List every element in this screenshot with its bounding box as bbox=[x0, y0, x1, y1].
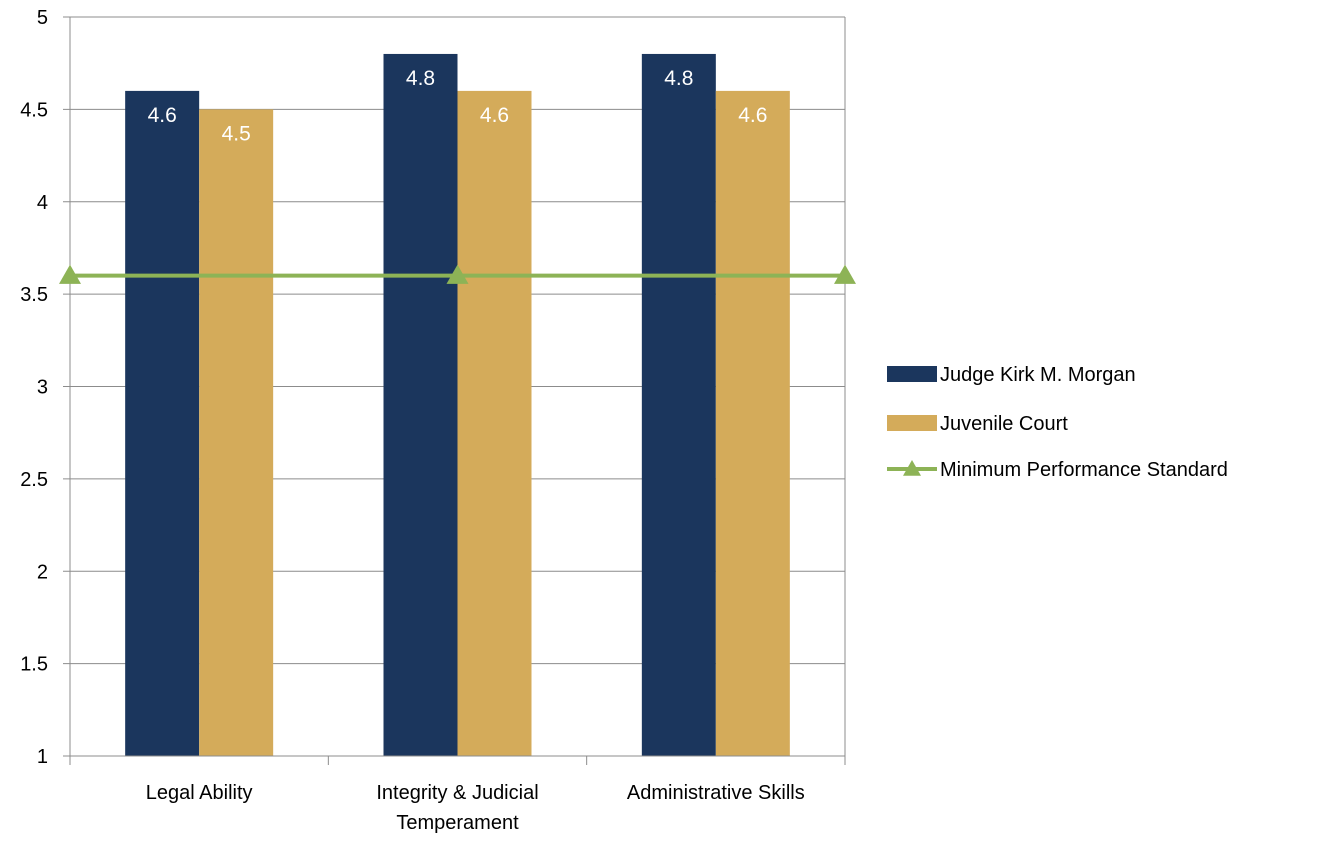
data-label: 4.8 bbox=[664, 67, 693, 90]
y-tick-label: 2.5 bbox=[20, 469, 48, 491]
bars bbox=[125, 53, 790, 756]
x-tick-label: Legal Ability bbox=[146, 782, 253, 804]
legend-label: Judge Kirk M. Morgan bbox=[940, 364, 1136, 386]
bar-court bbox=[199, 109, 274, 756]
data-label: 4.6 bbox=[738, 104, 767, 127]
axes: 1 1.5 2 2.5 3 3.5 4 4.5 5 Legal Ability Integrity … bbox=[20, 7, 846, 834]
bar-court bbox=[715, 90, 790, 756]
y-tick-label: 3.5 bbox=[20, 284, 48, 306]
legend-swatch-standard-marker bbox=[903, 460, 921, 476]
y-tick-label: 4.5 bbox=[20, 99, 48, 121]
y-tick-label: 5 bbox=[37, 7, 48, 29]
standard-marker bbox=[446, 264, 469, 284]
data-label: 4.6 bbox=[480, 104, 509, 127]
bar-judge bbox=[383, 53, 458, 756]
y-tick-label: 1 bbox=[37, 746, 48, 768]
y-tick-label: 1.5 bbox=[20, 654, 48, 676]
data-label: 4.6 bbox=[148, 104, 177, 127]
y-tick-label: 2 bbox=[37, 561, 48, 583]
x-tick-label: Integrity & Judicial bbox=[376, 782, 538, 804]
y-tick-label: 3 bbox=[37, 377, 48, 399]
legend-label: Juvenile Court bbox=[940, 413, 1068, 435]
bar-court bbox=[457, 90, 532, 756]
standard-marker bbox=[834, 264, 856, 284]
legend-swatch-judge bbox=[887, 366, 937, 382]
legend: Judge Kirk M. Morgan Juvenile Court Minimu… bbox=[887, 364, 1228, 481]
legend-swatch-court bbox=[887, 415, 937, 431]
minimum-standard-line bbox=[59, 264, 856, 284]
data-labels: 4.6 4.5 4.8 4.6 4.8 4.6 bbox=[148, 67, 768, 145]
bar-judge bbox=[125, 90, 200, 756]
standard-marker bbox=[59, 264, 81, 284]
y-tick-label: 4 bbox=[37, 192, 48, 214]
data-label: 4.5 bbox=[222, 122, 251, 145]
legend-label: Minimum Performance Standard bbox=[940, 459, 1228, 481]
x-tick-label: Administrative Skills bbox=[627, 782, 805, 804]
data-label: 4.8 bbox=[406, 67, 435, 90]
x-tick-label: Temperament bbox=[396, 812, 519, 834]
bar-judge bbox=[641, 53, 716, 756]
